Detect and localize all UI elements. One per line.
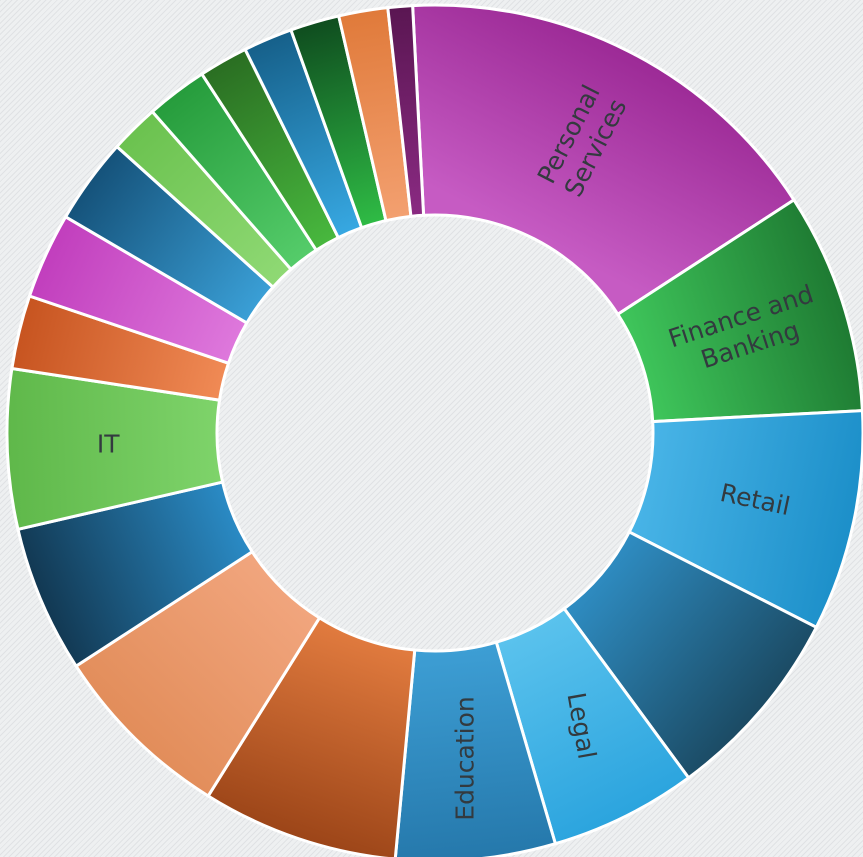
slice-label-education: Education xyxy=(450,696,479,820)
slice-education xyxy=(393,640,558,857)
slice-personal-services xyxy=(411,3,797,317)
slice-20 xyxy=(386,4,426,218)
slices-layer xyxy=(5,3,863,857)
slice-label-it: IT xyxy=(97,429,120,458)
